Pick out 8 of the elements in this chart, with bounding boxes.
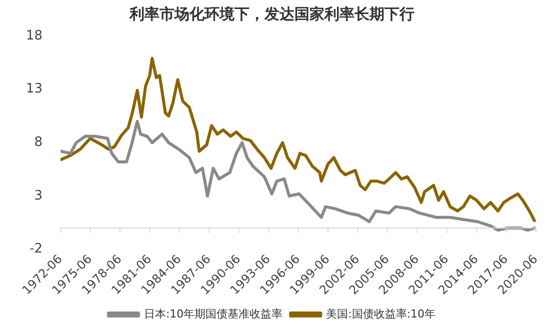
legend-label: 日本:10年期国债基准收益率 [144,307,283,320]
legend-label: 美国:国债收益率:10年 [326,307,436,320]
chart-title: 利率市场化环境下，发达国家利率长期下行 [128,4,414,23]
y-tick-label: 13 [26,82,43,97]
y-tick-label: 18 [26,28,43,44]
y-tick-label: 8 [34,135,43,150]
y-tick-label: 3 [34,188,43,204]
y-tick-label: -2 [30,242,43,257]
